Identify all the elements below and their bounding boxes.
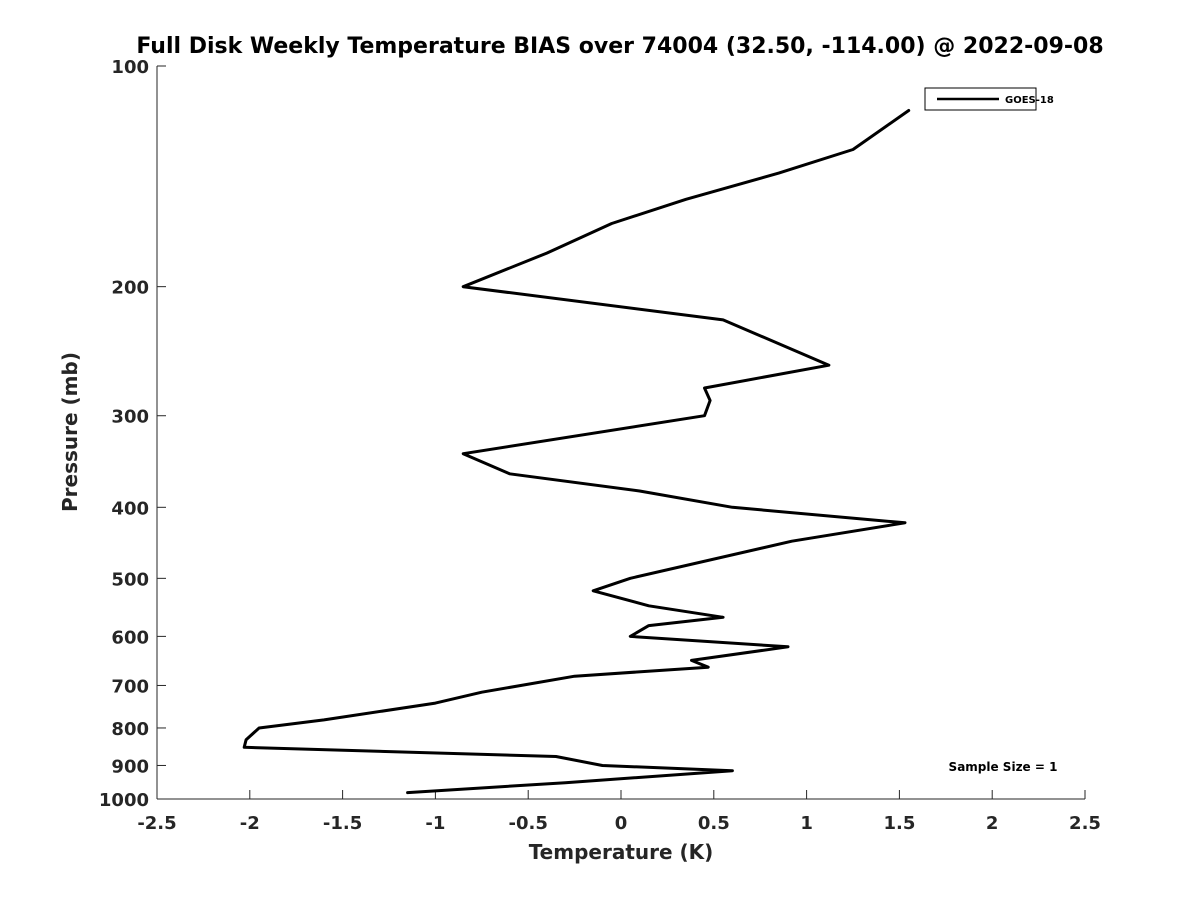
series-layer [242,109,911,795]
legend-label: GOES-18 [1005,95,1054,106]
sample-size-annotation: Sample Size = 1 [949,760,1058,774]
series-line-goes-18 [242,109,911,795]
y-ticks: 100 200 300 400 500 600 700 800 900 1000 [99,57,166,811]
x-tick-label: -0.5 [509,813,548,834]
x-tick-label: -1 [425,813,445,834]
x-tick-label: 0 [615,813,628,834]
legend: GOES-18 [924,87,1054,111]
y-tick-label: 600 [111,627,149,648]
y-tick-label: 100 [111,57,149,78]
x-tick-label: 2.5 [1069,813,1101,834]
y-axis-label: Pressure (mb) [58,352,82,512]
x-tick-label: 2 [986,813,999,834]
chart-title: Full Disk Weekly Temperature BIAS over 7… [136,34,1103,59]
x-tick-label: -2.5 [137,813,176,834]
x-tick-label: 1 [800,813,813,834]
x-axis-label: Temperature (K) [529,840,714,864]
x-tick-label: -2 [240,813,260,834]
x-tick-label: 1.5 [883,813,915,834]
y-tick-label: 300 [111,407,149,428]
y-tick-label: 200 [111,278,149,299]
x-ticks: -2.5 -2 -1.5 -1 -0.5 0 0.5 1 1.5 2 2.5 [137,790,1101,834]
x-tick-label: -1.5 [323,813,362,834]
y-tick-label: 500 [111,569,149,590]
y-tick-label: 400 [111,498,149,519]
x-tick-label: 0.5 [698,813,730,834]
y-tick-label: 1000 [99,790,149,811]
y-tick-label: 700 [111,676,149,697]
y-tick-label: 900 [111,756,149,777]
y-tick-label: 800 [111,719,149,740]
